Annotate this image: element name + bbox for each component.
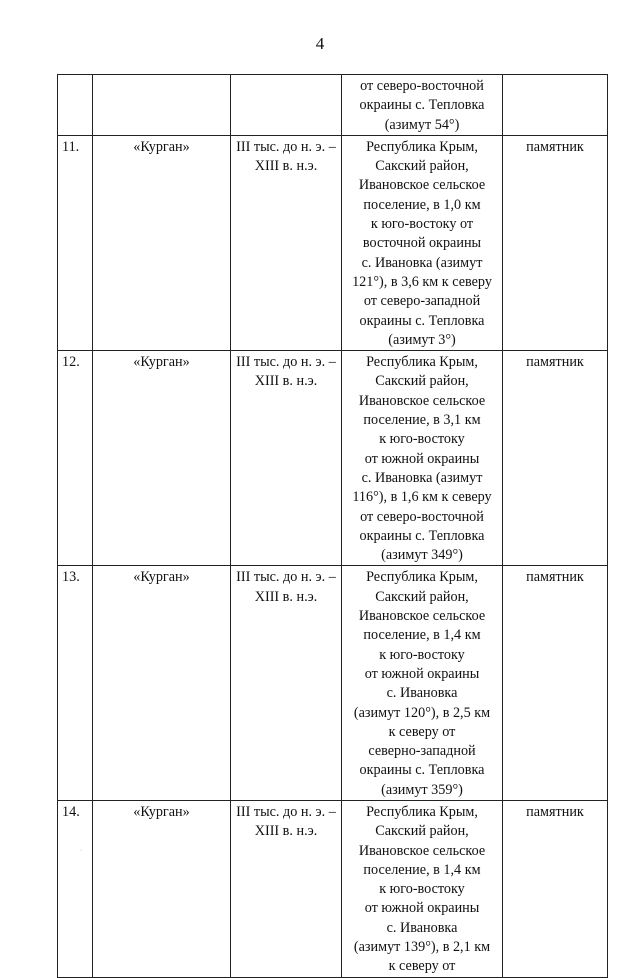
name-cell [92,74,231,136]
location-cell-line: от северо-восточной [360,508,484,525]
location-cell-line: поселение, в 3,1 км [363,412,481,429]
location-cell: от северо-восточной окраины с. Тепловка (а… [341,74,503,136]
date-cell-line: III тыс. до н. э. – [236,138,336,155]
name-cell: «Курган» [92,134,231,352]
location-cell: Республика Крым, Сакский район, Ивановское… [341,565,503,801]
date-cell-line: III тыс. до н. э. – [236,803,336,820]
location-cell-line: к юго-востоку [379,431,465,448]
row-number-cell [57,74,93,136]
location-cell-line: (азимут 3°) [388,331,456,348]
location-cell-line: Сакский район, [375,823,469,840]
table-row: 11. «Курган» III тыс. до н. э. – XIII в. н.… [57,134,608,352]
row-number-cell: 12. [57,350,93,567]
date-cell: III тыс. до н. э. – XIII в. н.э. [230,565,342,801]
location-cell-line: (азимут 349°) [381,547,463,564]
location-cell-line: с. Ивановка (азимут [361,254,483,271]
location-cell-line: Республика Крым, [366,138,478,155]
location-cell-line: окраины с. Тепловка [359,312,485,329]
location-cell-line: поселение, в 1,4 км [363,627,481,644]
location-cell-line: Сакский район, [375,158,469,175]
table-row: 14. «Курган» III тыс. до н. э. – XIII в. н.… [57,799,608,978]
location-cell-line: от южной окраины [364,900,480,917]
location-cell-line: к юго-востоку от [370,216,474,233]
row-number-cell: 13. [57,565,93,801]
date-cell: III тыс. до н. э. – XIII в. н.э. [230,350,342,567]
location-cell-line: поселение, в 1,0 км [363,196,481,213]
location-cell-line: Республика Крым, [366,803,478,820]
location-cell: Республика Крым, Сакский район, Ивановское… [341,799,503,978]
location-cell-line: окраины с. Тепловка [359,527,485,544]
date-cell: III тыс. до н. э. – XIII в. н.э. [230,134,342,352]
date-cell-line: XIII в. н.э. [254,373,318,390]
location-cell-line: Республика Крым, [366,354,478,371]
date-cell: III тыс. до н. э. – XIII в. н.э. [230,799,342,978]
location-cell-line: северно-западной [368,743,476,760]
date-cell-line: XIII в. н.э. [254,158,318,175]
location-cell-line: Ивановское сельское [358,608,486,625]
location-cell-line: с. Ивановка (азимут [361,469,483,486]
row-number-cell: 11. [57,134,93,352]
location-cell-line: Ивановское сельское [358,177,486,194]
name-cell: «Курган» [92,565,231,801]
location-cell-line: Республика Крым, [366,569,478,586]
table-row: 13. «Курган» III тыс. до н. э. – XIII в. н.… [57,565,608,801]
location-cell-line: 116°), в 1,6 км к северу [352,489,492,506]
location-cell-line: от южной окраины [364,665,480,682]
location-cell: Республика Крым, Сакский район, Ивановское… [341,350,503,567]
location-cell-line: окраины с. Тепловка [359,762,485,779]
location-cell-line: к юго-востоку [379,881,465,898]
category-cell [502,74,608,136]
location-cell: Республика Крым, Сакский район, Ивановское… [341,134,503,352]
location-cell-line: (азимут 359°) [381,781,463,798]
location-cell-line: Сакский район, [375,373,469,390]
location-cell-line: Ивановское сельское [358,842,486,859]
table-row: от северо-восточной окраины с. Тепловка (а… [57,74,608,136]
scan-speck: · [80,848,82,854]
name-cell: «Курган» [92,350,231,567]
date-cell-line: XIII в. н.э. [254,588,318,605]
location-cell-line: с. Ивановка [386,685,458,702]
category-cell: памятник [502,134,608,352]
location-cell-line: 121°), в 3,6 км к северу [352,273,492,290]
location-cell-line: к юго-востоку [379,646,465,663]
date-cell-line: XIII в. н.э. [254,823,318,840]
date-cell-line: III тыс. до н. э. – [236,354,336,371]
location-cell-line: (азимут 139°), в 2,1 км [353,939,491,956]
location-cell-line: окраины с. Тепловка [359,97,485,114]
category-cell: памятник [502,565,608,801]
location-cell-line: от южной окраины [364,450,480,467]
category-cell: памятник [502,350,608,567]
table-row: 12. «Курган» III тыс. до н. э. – XIII в. н.… [57,350,608,567]
page-number: 4 [315,34,325,53]
location-cell-line: поселение, в 1,4 км [363,861,481,878]
monuments-table: от северо-восточной окраины с. Тепловка (а… [57,74,608,978]
location-cell-line: Сакский район, [375,588,469,605]
name-cell: «Курган» [92,799,231,978]
category-cell: памятник [502,799,608,978]
location-cell-line: Ивановское сельское [358,392,486,409]
date-cell-line: III тыс. до н. э. – [236,569,336,586]
date-cell [230,74,342,136]
location-cell-line: к северу от [388,723,456,740]
location-cell-line: от северо-восточной [360,78,484,94]
location-cell-line: восточной окраины [362,235,482,252]
location-cell-line: (азимут 54°) [384,116,460,133]
location-cell-line: от северо-западной [363,293,481,310]
row-number-cell: 14. [57,799,93,978]
location-cell-line: с. Ивановка [386,919,458,936]
location-cell-line: (азимут 120°), в 2,5 км [353,704,491,721]
location-cell-line: к северу от [388,958,456,975]
